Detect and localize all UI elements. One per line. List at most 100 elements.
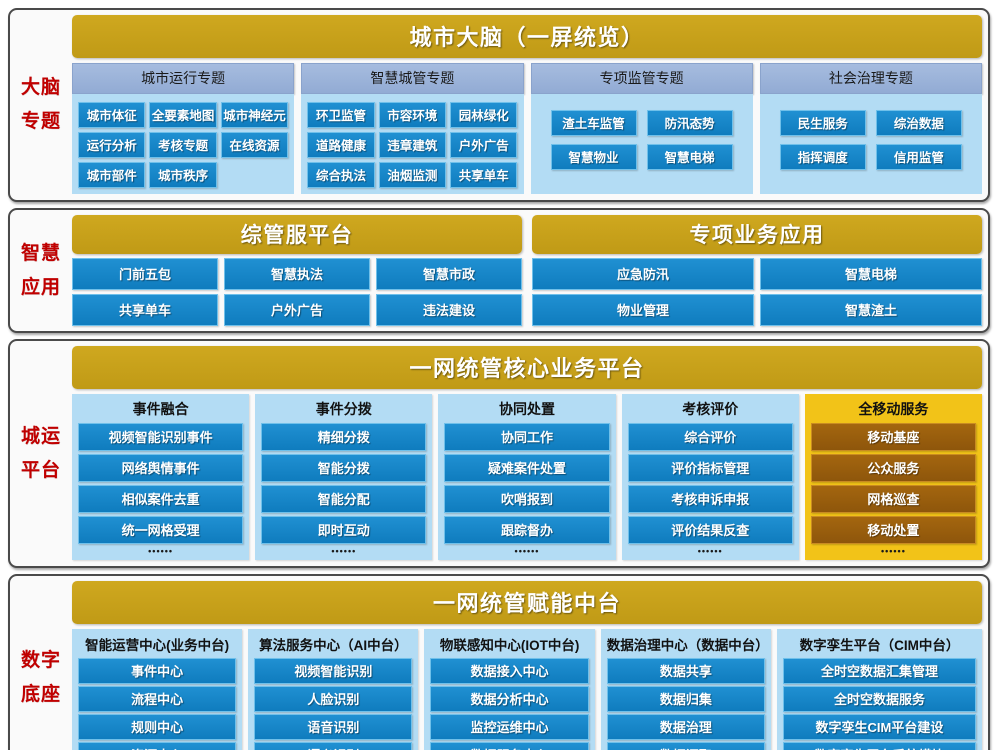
brain-tile[interactable]: 城市神经元 (220, 102, 289, 128)
base-tile[interactable]: 监控运维中心 (430, 714, 589, 740)
group-tiles: 民生服务 综治数据 指挥调度 信用监管 (766, 102, 976, 170)
brain-tile[interactable]: 道路健康 (307, 132, 375, 158)
base-tile[interactable]: 数据归集 (606, 686, 765, 712)
base-column-title: 智能运营中心(业务中台) (85, 638, 230, 653)
app-tile[interactable]: 应急防汛 (532, 258, 754, 290)
brain-tile[interactable]: 油烟监测 (378, 162, 447, 188)
brain-tile[interactable]: 园林绿化 (450, 102, 518, 128)
core-tile[interactable]: 精细分拨 (261, 423, 427, 451)
base-tile[interactable]: 数据共享 (606, 658, 765, 684)
label-line-2: 专题 (20, 111, 61, 132)
app-tile[interactable]: 物业管理 (532, 294, 754, 326)
core-tile[interactable]: 统一网格受理 (78, 516, 244, 544)
core-tile[interactable]: 评价结果反查 (627, 516, 793, 544)
base-tile[interactable]: 数字孪生平台系统模块 (782, 742, 976, 750)
brain-group-social-governance[interactable]: 社会治理专题 民生服务 综治数据 指挥调度 信用监管 (759, 63, 982, 194)
base-column-data-governance-center[interactable]: 数据治理中心（数据中台） 数据共享 数据归集 数据治理 数据汇聚 (600, 629, 771, 750)
brain-tile[interactable]: 在线资源 (220, 132, 289, 158)
base-tile[interactable]: 流程中心 (78, 686, 237, 712)
brain-tile[interactable]: 防汛态势 (646, 110, 733, 136)
core-tile[interactable]: 相似案件去重 (78, 485, 244, 513)
base-column-items: 数据共享 数据归集 数据治理 数据汇聚 (606, 658, 765, 750)
base-tile[interactable]: 全时空数据汇集管理 (782, 658, 976, 684)
brain-tile[interactable]: 民生服务 (779, 110, 866, 136)
core-tile[interactable]: 考核申诉申报 (627, 485, 793, 513)
core-tile[interactable]: 网络舆情事件 (78, 454, 244, 482)
core-tile[interactable]: 吹哨报到 (444, 485, 610, 513)
core-column-event-fusion[interactable]: 事件融合 视频智能识别事件 网络舆情事件 相似案件去重 统一网格受理 •••••… (72, 394, 250, 560)
app-tile[interactable]: 智慧电梯 (760, 258, 982, 290)
brain-tile[interactable]: 城市秩序 (149, 162, 217, 188)
core-tile[interactable]: 综合评价 (627, 423, 793, 451)
group-tiles: 环卫监管 市容环境 园林绿化 道路健康 违章建筑 户外广告 综合执法 油烟监测 … (307, 102, 518, 188)
group-tiles: 渣土车监管 防汛态势 智慧物业 智慧电梯 (537, 102, 747, 170)
brain-tile[interactable]: 智慧物业 (550, 144, 637, 170)
core-tile[interactable]: 移动处置 (810, 516, 977, 544)
app-tile[interactable]: 智慧市政 (376, 258, 522, 290)
app-tile[interactable]: 共享单车 (72, 294, 218, 326)
app-tile[interactable]: 门前五包 (72, 258, 218, 290)
app-tile[interactable]: 户外广告 (224, 294, 370, 326)
app-tile[interactable]: 智慧渣土 (760, 294, 982, 326)
brain-tile[interactable]: 市容环境 (378, 102, 447, 128)
base-column-iot-perception-center[interactable]: 物联感知中心(IOT中台) 数据接入中心 数据分析中心 监控运维中心 数据服务中… (424, 629, 595, 750)
brain-tile[interactable]: 考核专题 (149, 132, 217, 158)
base-column-digital-twin-platform[interactable]: 数字孪生平台（CIM中台） 全时空数据汇集管理 全时空数据服务 数字孪生CIM平… (776, 629, 982, 750)
base-tile[interactable]: 数据汇聚 (606, 742, 765, 750)
base-tile[interactable]: 语义识别 (254, 742, 413, 750)
base-tile[interactable]: 全时空数据服务 (782, 686, 976, 712)
core-tile[interactable]: 移动基座 (810, 423, 977, 451)
section-city-brain: 大脑 专题 城市大脑（一屏统览） 城市运行专题 城市体征 全要素地图 城市神经元… (8, 8, 990, 202)
base-tile[interactable]: 数据接入中心 (430, 658, 589, 684)
brain-tile[interactable]: 指挥调度 (779, 144, 866, 170)
brain-tile[interactable]: 共享单车 (450, 162, 518, 188)
brain-group-city-operation[interactable]: 城市运行专题 城市体征 全要素地图 城市神经元 运行分析 考核专题 在线资源 城… (72, 63, 295, 194)
brain-tile[interactable]: 城市体征 (78, 102, 146, 128)
core-column-event-dispatch[interactable]: 事件分拨 精细分拨 智能分拨 智能分配 即时互动 •••••• (255, 394, 433, 560)
brain-group-special-supervision[interactable]: 专项监管专题 渣土车监管 防汛态势 智慧物业 智慧电梯 (530, 63, 753, 194)
base-tile[interactable]: 事件中心 (78, 658, 237, 684)
app-tile[interactable]: 违法建设 (376, 294, 522, 326)
brain-tile[interactable]: 违章建筑 (378, 132, 447, 158)
core-tile[interactable]: 疑难案件处置 (444, 454, 610, 482)
core-tile[interactable]: 网格巡查 (810, 485, 977, 513)
base-tile[interactable]: 资源中心 (78, 742, 237, 750)
brain-tile[interactable]: 运行分析 (78, 132, 146, 158)
base-tile[interactable]: 数据分析中心 (430, 686, 589, 712)
core-tile[interactable]: 跟踪督办 (444, 516, 610, 544)
brain-tile[interactable]: 环卫监管 (307, 102, 375, 128)
group-title: 专项监管专题 (530, 63, 753, 94)
base-column-algorithm-service-center[interactable]: 算法服务中心（AI中台） 视频智能识别 人脸识别 语音识别 语义识别 (248, 629, 419, 750)
app-tile[interactable]: 智慧执法 (224, 258, 370, 290)
brain-tile[interactable]: 智慧电梯 (646, 144, 733, 170)
core-tile[interactable]: 即时互动 (261, 516, 427, 544)
base-tile[interactable]: 视频智能识别 (254, 658, 413, 684)
brain-group-smart-urban-management[interactable]: 智慧城管专题 环卫监管 市容环境 园林绿化 道路健康 违章建筑 户外广告 综合执… (301, 63, 524, 194)
brain-tile[interactable]: 全要素地图 (149, 102, 217, 128)
base-tile[interactable]: 语音识别 (254, 714, 413, 740)
base-tile[interactable]: 规则中心 (78, 714, 237, 740)
core-tile[interactable]: 协同工作 (444, 423, 610, 451)
base-tile[interactable]: 数字孪生CIM平台建设 (782, 714, 976, 740)
core-column-assessment-evaluation[interactable]: 考核评价 综合评价 评价指标管理 考核申诉申报 评价结果反查 •••••• (621, 394, 799, 560)
brain-tile[interactable]: 户外广告 (450, 132, 518, 158)
core-tile[interactable]: 公众服务 (810, 454, 977, 482)
section-smart-applications: 智慧 应用 综管服平台 专项业务应用 门前五包 智慧执法 智慧市政 共享单车 户… (8, 208, 990, 333)
section-label-smart-applications: 智慧 应用 (10, 210, 72, 331)
core-tile[interactable]: 视频智能识别事件 (78, 423, 244, 451)
base-column-intelligent-operation-center[interactable]: 智能运营中心(业务中台) 事件中心 流程中心 规则中心 资源中心 (72, 629, 243, 750)
base-tile[interactable]: 数据服务中心 (430, 742, 589, 750)
core-tile[interactable]: 智能分配 (261, 485, 427, 513)
brain-tile[interactable]: 综合执法 (307, 162, 375, 188)
core-column-full-mobile-service[interactable]: 全移动服务 移动基座 公众服务 网格巡查 移动处置 •••••• (804, 394, 983, 560)
brain-tile[interactable]: 信用监管 (875, 144, 962, 170)
core-tile[interactable]: 评价指标管理 (627, 454, 793, 482)
core-column-collaborative-disposal[interactable]: 协同处置 协同工作 疑难案件处置 吹哨报到 跟踪督办 •••••• (438, 394, 616, 560)
base-tile[interactable]: 人脸识别 (254, 686, 413, 712)
brain-tile[interactable]: 城市部件 (78, 162, 146, 188)
base-tile[interactable]: 数据治理 (606, 714, 765, 740)
core-tile[interactable]: 智能分拨 (261, 454, 427, 482)
brain-tile[interactable]: 综治数据 (875, 110, 962, 136)
brain-tile[interactable]: 渣土车监管 (550, 110, 637, 136)
